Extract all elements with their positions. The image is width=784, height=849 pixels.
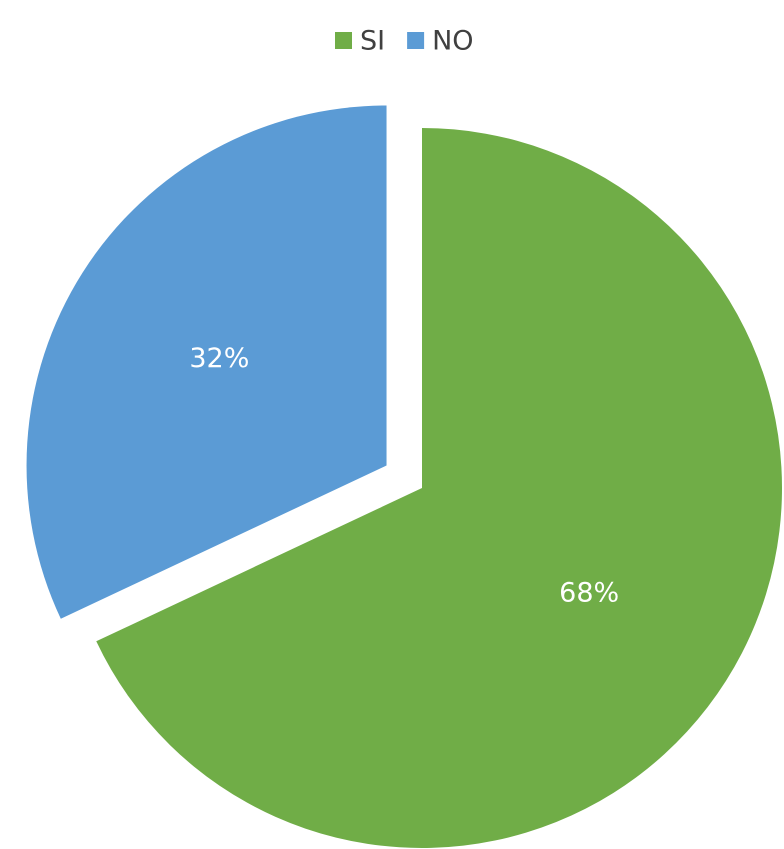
pie-slice: [96, 128, 782, 848]
data-label: 32%: [189, 343, 249, 374]
legend-label: NO: [432, 26, 473, 57]
pie-slice: [26, 105, 387, 619]
legend-swatch: [407, 32, 425, 49]
legend-label: SI: [360, 26, 385, 57]
data-label: 68%: [559, 578, 619, 609]
legend-swatch: [335, 32, 352, 49]
